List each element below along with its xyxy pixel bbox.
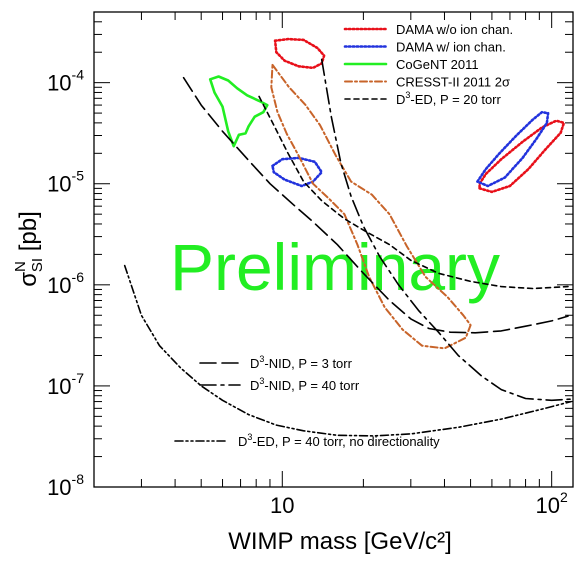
y-tick-label: 10-7 <box>47 370 84 399</box>
series-line-2 <box>478 119 566 194</box>
legend-item-1-label: DAMA w/o ion chan. <box>396 22 513 37</box>
inner-legend-item-1-label: D3-NID, P = 3 torr <box>250 354 353 371</box>
y-tick-label: 10-8 <box>47 471 84 500</box>
series-line-9 <box>320 58 572 402</box>
series-line-8 <box>182 76 569 334</box>
series-line-1 <box>273 37 326 70</box>
series-line-4 <box>476 110 550 188</box>
inner-legend: D3-NID, P = 3 torr D3-NID, P = 40 torr D3-… <box>174 354 440 449</box>
series-line-7 <box>258 95 569 290</box>
x-tick-label: 102 <box>536 489 568 518</box>
y-axis-title: σNSI [pb] <box>12 211 46 287</box>
series-line-6 <box>270 63 472 350</box>
x-axis-title: WIMP mass [GeV/c²] <box>228 528 452 555</box>
series-line-10 <box>123 264 572 437</box>
watermark-text: Preliminary <box>170 230 500 304</box>
plot-frame <box>93 11 574 488</box>
series-line-3 <box>271 156 323 188</box>
x-tick-label: 10 <box>270 493 294 518</box>
y-tick-label: 10-5 <box>47 168 84 197</box>
y-tick-label: 10-4 <box>47 67 84 96</box>
inner-legend-item-2-label: D3-NID, P = 40 torr <box>250 376 360 393</box>
legend-item-3-label: CoGeNT 2011 <box>396 57 479 72</box>
series-line-5 <box>208 75 269 148</box>
y-tick-label: 10-6 <box>47 269 84 298</box>
inner-legend-item-3-label: D3-ED, P = 40 torr, no directionality <box>238 432 440 449</box>
legend: DAMA w/o ion chan. DAMA w/ ion chan. CoGeN… <box>343 22 513 107</box>
legend-item-5-label: D3-ED, P = 20 torr <box>396 90 502 107</box>
axis-ticks <box>93 11 573 488</box>
legend-item-4-label: CRESST-II 2011 2σ <box>396 75 510 90</box>
legend-item-2-label: DAMA w/ ion chan. <box>396 40 506 55</box>
